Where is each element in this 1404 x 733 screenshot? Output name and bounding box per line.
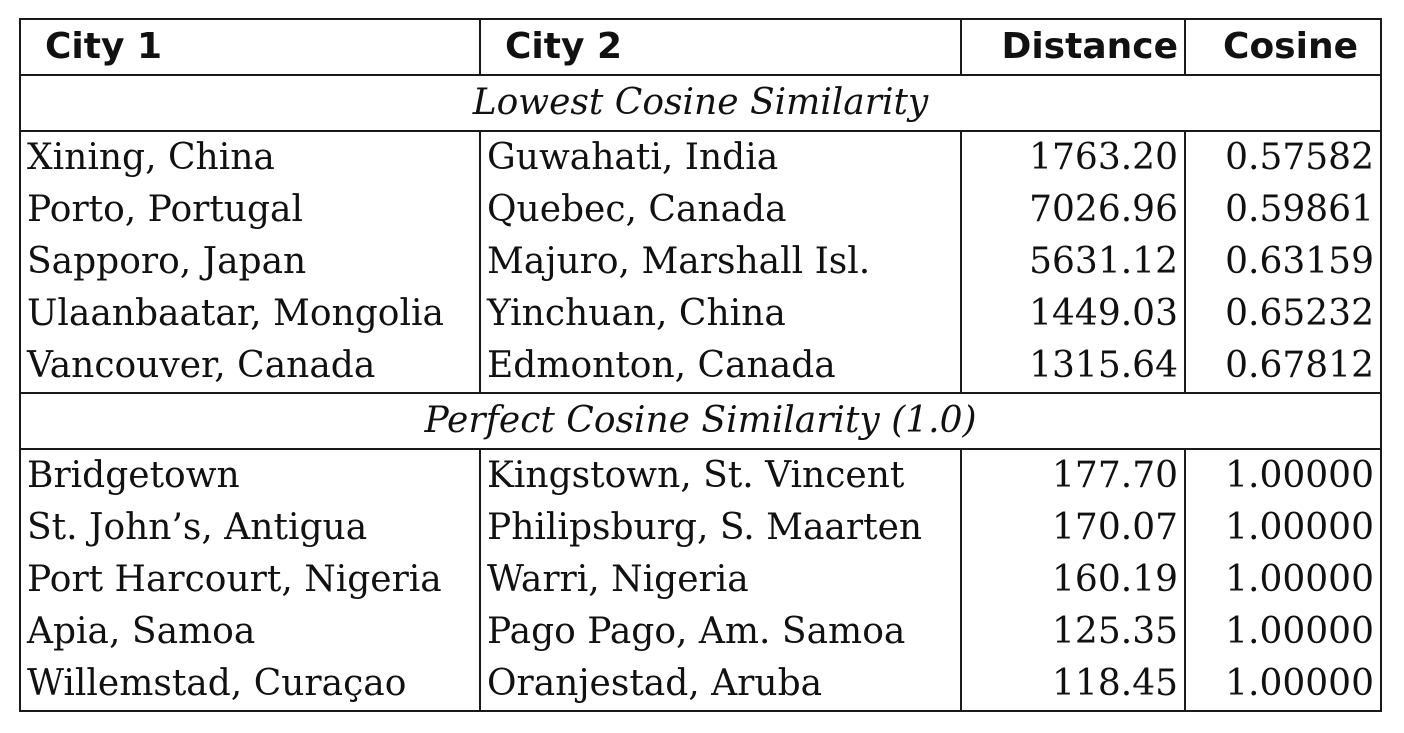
cell-cosine: 1.00000: [1184, 658, 1382, 712]
cell-cosine: 0.65232: [1184, 288, 1382, 340]
cell-city-1: Port Harcourt, Nigeria: [19, 554, 481, 606]
table-row: Porto, Portugal Quebec, Canada 7026.96 0…: [19, 184, 1382, 236]
city-similarity-table-container: City 1 City 2 Distance Cosine Lowest Cos…: [19, 18, 1382, 712]
cell-city-2: Edmonton, Canada: [479, 340, 962, 393]
cell-distance: 1449.03: [960, 288, 1186, 340]
cell-cosine: 1.00000: [1184, 449, 1382, 502]
header-cosine: Cosine: [1184, 18, 1382, 76]
cell-city-1: Sapporo, Japan: [19, 236, 481, 288]
cell-distance: 125.35: [960, 606, 1186, 658]
cell-city-1: Willemstad, Curaçao: [19, 658, 481, 712]
cell-city-2: Guwahati, India: [479, 131, 962, 184]
cell-cosine: 0.67812: [1184, 340, 1382, 393]
cell-cosine: 1.00000: [1184, 606, 1382, 658]
section-title-row: Lowest Cosine Similarity: [19, 74, 1382, 132]
cell-city-1: Bridgetown: [19, 449, 481, 502]
cell-city-2: Quebec, Canada: [479, 184, 962, 236]
cell-cosine: 1.00000: [1184, 502, 1382, 554]
cell-distance: 160.19: [960, 554, 1186, 606]
header-city-2: City 2: [479, 18, 962, 76]
section-title: Perfect Cosine Similarity (1.0): [19, 392, 1382, 450]
cell-city-2: Philipsburg, S. Maarten: [479, 502, 962, 554]
cell-distance: 177.70: [960, 449, 1186, 502]
cell-city-2: Oranjestad, Aruba: [479, 658, 962, 712]
cell-distance: 118.45: [960, 658, 1186, 712]
header-distance: Distance: [960, 18, 1186, 76]
cell-city-2: Majuro, Marshall Isl.: [479, 236, 962, 288]
table-row: Apia, Samoa Pago Pago, Am. Samoa 125.35 …: [19, 606, 1382, 658]
cell-city-2: Pago Pago, Am. Samoa: [479, 606, 962, 658]
table-row: St. John’s, Antigua Philipsburg, S. Maar…: [19, 502, 1382, 554]
cell-city-2: Yinchuan, China: [479, 288, 962, 340]
cell-city-1: Porto, Portugal: [19, 184, 481, 236]
table-row: Port Harcourt, Nigeria Warri, Nigeria 16…: [19, 554, 1382, 606]
cell-city-1: Xining, China: [19, 131, 481, 184]
section-title-row: Perfect Cosine Similarity (1.0): [19, 392, 1382, 450]
section-perfect: Perfect Cosine Similarity (1.0) Bridgeto…: [19, 392, 1382, 712]
table-row: Bridgetown Kingstown, St. Vincent 177.70…: [19, 449, 1382, 502]
table-row: Ulaanbaatar, Mongolia Yinchuan, China 14…: [19, 288, 1382, 340]
section-title: Lowest Cosine Similarity: [19, 74, 1382, 132]
cell-city-2: Kingstown, St. Vincent: [479, 449, 962, 502]
cell-cosine: 0.57582: [1184, 131, 1382, 184]
cell-city-1: Vancouver, Canada: [19, 340, 481, 393]
cell-city-1: St. John’s, Antigua: [19, 502, 481, 554]
section-lowest: Lowest Cosine Similarity Xining, China G…: [19, 74, 1382, 393]
cell-cosine: 0.59861: [1184, 184, 1382, 236]
cell-city-2: Warri, Nigeria: [479, 554, 962, 606]
header-city-1: City 1: [19, 18, 481, 76]
table-row: Willemstad, Curaçao Oranjestad, Aruba 11…: [19, 658, 1382, 712]
cell-city-1: Apia, Samoa: [19, 606, 481, 658]
cell-distance: 5631.12: [960, 236, 1186, 288]
cell-city-1: Ulaanbaatar, Mongolia: [19, 288, 481, 340]
cell-distance: 170.07: [960, 502, 1186, 554]
table-row: Xining, China Guwahati, India 1763.20 0.…: [19, 131, 1382, 184]
table-row: Sapporo, Japan Majuro, Marshall Isl. 563…: [19, 236, 1382, 288]
cell-cosine: 1.00000: [1184, 554, 1382, 606]
table-header-row: City 1 City 2 Distance Cosine: [19, 18, 1382, 76]
city-similarity-table: City 1 City 2 Distance Cosine Lowest Cos…: [19, 18, 1382, 712]
table-row: Vancouver, Canada Edmonton, Canada 1315.…: [19, 340, 1382, 393]
cell-distance: 1763.20: [960, 131, 1186, 184]
cell-distance: 1315.64: [960, 340, 1186, 393]
cell-distance: 7026.96: [960, 184, 1186, 236]
cell-cosine: 0.63159: [1184, 236, 1382, 288]
